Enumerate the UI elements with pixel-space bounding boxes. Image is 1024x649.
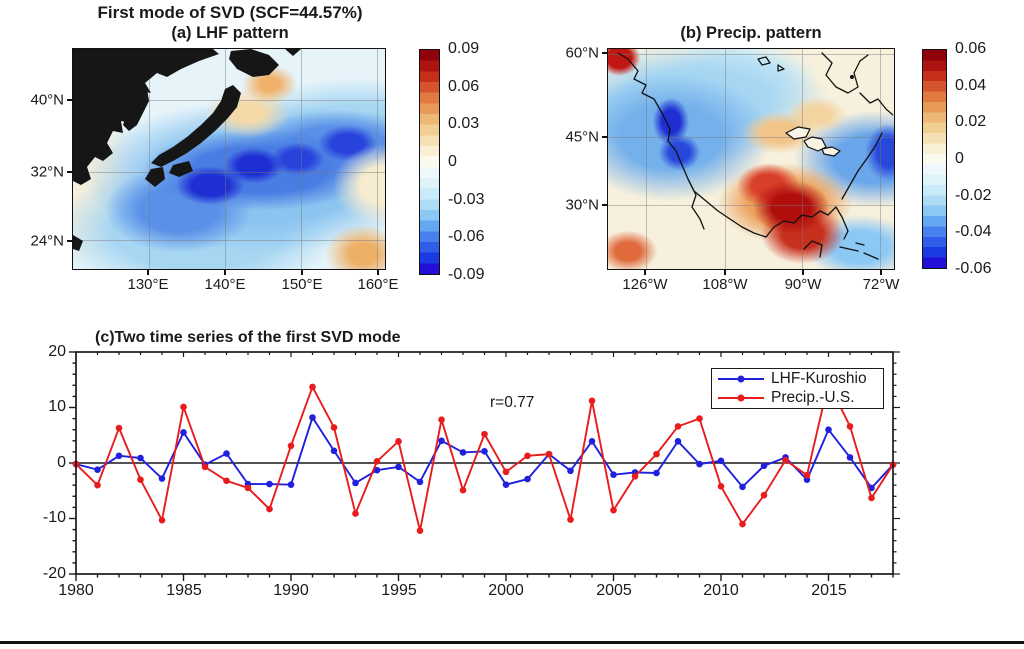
precip-marker-sample (737, 394, 745, 402)
cbar-a-label-6: -0.09 (448, 266, 485, 283)
y-label-n20: -20 (42, 565, 66, 582)
lon-label-90w: 90°W (784, 276, 822, 293)
y-label-20: 20 (48, 343, 66, 360)
lon-label-108w: 108°W (702, 276, 748, 293)
lat-label-30n: 30°N (565, 196, 599, 214)
cbar-b-label-0: 0.06 (955, 40, 987, 57)
gridline-126w (645, 49, 647, 269)
tick-90w (802, 270, 804, 275)
tick-24n (67, 240, 72, 242)
legend-box: LHF-Kuroshio Precip.-U.S. (711, 368, 884, 409)
tick-160e (377, 270, 379, 275)
x-label-1980: 1980 (58, 582, 94, 599)
gridline-72w (879, 49, 881, 269)
cbar-b-label-3: 0 (955, 150, 964, 167)
cbar-b-label-4: -0.02 (955, 187, 992, 204)
cbar-a-label-0: 0.09 (448, 40, 480, 57)
lat-label-60n: 60°N (565, 44, 599, 62)
tick-30n (602, 204, 607, 206)
gridline-24n (73, 240, 385, 242)
precip-anomaly-field (608, 49, 894, 269)
cbar-b-label-1: 0.04 (955, 77, 987, 94)
cbar-a-label-1: 0.06 (448, 78, 480, 95)
lat-label-40n: 40°N (30, 91, 64, 109)
correlation-annotation: r=0.77 (490, 394, 535, 411)
y-label-n10: -10 (42, 509, 66, 526)
panel-c-title: (c)Two time series of the first SVD mode (95, 329, 401, 346)
lon-label-140e: 140°E (204, 276, 246, 293)
tick-60n (602, 52, 607, 54)
gridline-140e (224, 49, 226, 269)
tick-150e (301, 270, 303, 275)
tick-32n (67, 171, 72, 173)
bottom-divider-line (0, 641, 1024, 644)
tick-108w (724, 270, 726, 275)
precip-colorbar (922, 49, 947, 269)
cbar-a-label-3: 0 (448, 153, 457, 170)
panel-a-title: (a) LHF pattern (171, 24, 289, 42)
gridline-45n (608, 137, 894, 139)
cbar-a-label-5: -0.06 (448, 228, 485, 245)
x-label-2005: 2005 (596, 582, 632, 599)
cbar-a-label-4: -0.03 (448, 191, 485, 208)
gridline-130e (148, 49, 150, 269)
legend-label-precip: Precip.-U.S. (771, 389, 855, 406)
lon-label-72w: 72°W (862, 276, 900, 293)
lon-label-150e: 150°E (281, 276, 323, 293)
lhf-colorbar-gradient (420, 50, 439, 274)
precip-line-sample (718, 394, 764, 402)
figure-title: First mode of SVD (SCF=44.57%) (97, 3, 363, 22)
cbar-b-label-5: -0.04 (955, 223, 992, 240)
tick-130e (147, 270, 149, 275)
cbar-b-label-2: 0.02 (955, 113, 987, 130)
legend-label-lhf: LHF-Kuroshio (771, 370, 867, 387)
y-label-0: 0 (57, 454, 66, 471)
lhf-colorbar (419, 49, 440, 275)
lat-label-24n: 24°N (30, 232, 64, 250)
gridline-32n (73, 171, 385, 173)
gridline-108w (725, 49, 727, 269)
tick-40n (67, 99, 72, 101)
cbar-b-label-6: -0.06 (955, 260, 992, 277)
x-label-1990: 1990 (273, 582, 309, 599)
x-label-2010: 2010 (703, 582, 739, 599)
precip-pattern-map (607, 48, 895, 270)
lon-label-126w: 126°W (622, 276, 668, 293)
panel-b-title: (b) Precip. pattern (680, 24, 822, 42)
cbar-a-label-2: 0.03 (448, 115, 480, 132)
legend-row-lhf: LHF-Kuroshio (718, 370, 877, 388)
x-label-2000: 2000 (488, 582, 524, 599)
asia-japan-landmass (73, 49, 301, 251)
gridline-160e (376, 49, 378, 269)
lon-label-130e: 130°E (127, 276, 169, 293)
legend-row-precip: Precip.-U.S. (718, 389, 877, 407)
lat-label-45n: 45°N (565, 128, 599, 146)
lat-label-32n: 32°N (30, 163, 64, 181)
lhf-line-sample (718, 375, 764, 383)
x-label-2015: 2015 (811, 582, 847, 599)
tick-45n (602, 136, 607, 138)
x-label-1995: 1995 (381, 582, 417, 599)
gridline-30n (608, 204, 894, 206)
svd-timeseries-plot (69, 351, 900, 581)
precip-colorbar-gradient (923, 50, 946, 268)
gridline-150e (301, 49, 303, 269)
tick-140e (224, 270, 226, 275)
lon-label-160e: 160°E (357, 276, 399, 293)
gridline-60n (608, 54, 894, 56)
north-america-coastline (617, 52, 893, 260)
lhf-pattern-map (72, 48, 386, 270)
gridline-90w (802, 49, 804, 269)
x-label-1985: 1985 (166, 582, 202, 599)
lhf-marker-sample (737, 375, 745, 383)
y-label-10: 10 (48, 398, 66, 415)
tick-72w (880, 270, 882, 275)
tick-126w (644, 270, 646, 275)
